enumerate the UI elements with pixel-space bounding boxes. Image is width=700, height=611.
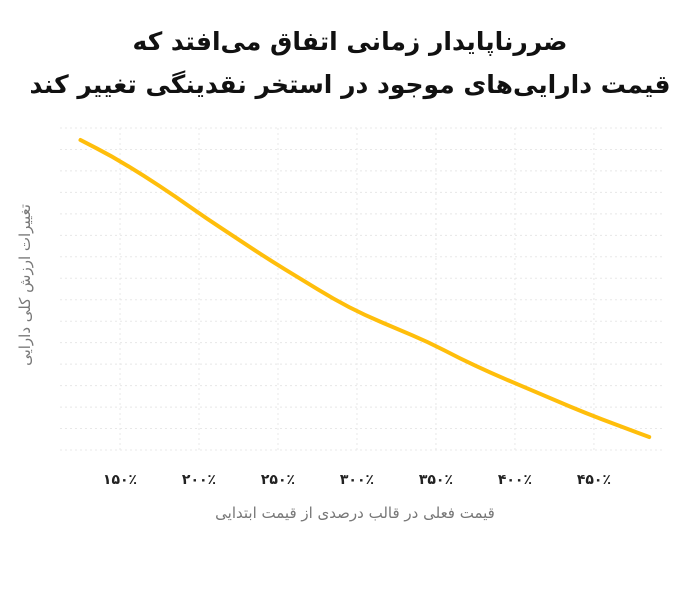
- x-axis-label: قیمت فعلی در قالب درصدی از قیمت ابتدایی: [215, 504, 495, 522]
- x-tick-label: ۳۰۰٪: [340, 472, 374, 488]
- grid-lines: [60, 127, 665, 451]
- y-axis-label: تغییرات ارزش کلی دارایی: [16, 204, 34, 366]
- chart-title-line-2: قیمت دارایی‌های موجود در استخر نقدینگی ت…: [29, 70, 671, 99]
- series-layer: [78, 138, 652, 439]
- x-tick-label: ۳۵۰٪: [419, 472, 453, 488]
- x-tick-label: ۴۵۰٪: [577, 472, 611, 488]
- chart-title-line-1: ضررناپایدار زمانی اتفاق می‌افتد که: [132, 27, 568, 56]
- series-line-0: [78, 138, 652, 439]
- x-tick-labels: ۱۵۰٪ ۲۰۰٪ ۲۵۰٪ ۳۰۰٪ ۳۵۰٪ ۴۰۰٪ ۴۵۰٪: [103, 472, 611, 488]
- x-tick-label: ۴۰۰٪: [498, 472, 532, 488]
- x-tick-label: ۱۵۰٪: [103, 472, 137, 488]
- x-tick-label: ۲۵۰٪: [261, 472, 295, 488]
- x-tick-label: ۲۰۰٪: [182, 472, 216, 488]
